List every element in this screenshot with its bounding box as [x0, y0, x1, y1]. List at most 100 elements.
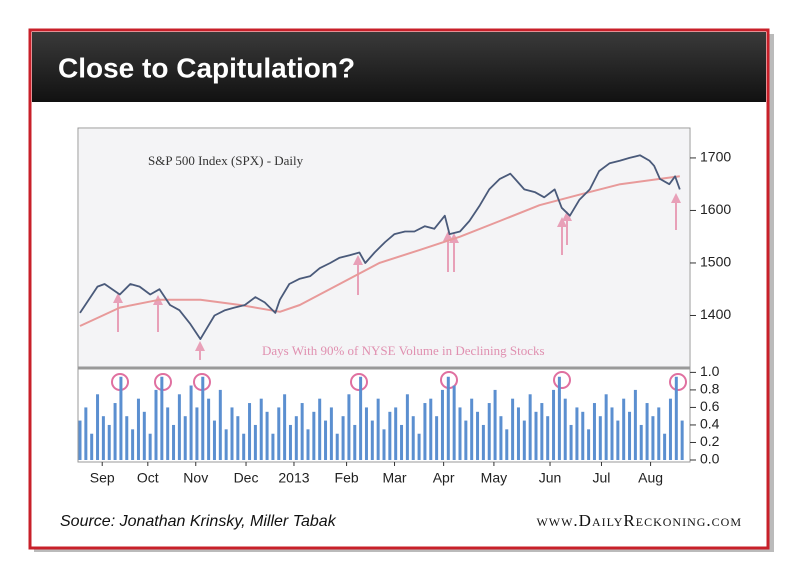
y-tick-label: 1700 — [700, 149, 731, 165]
bar — [300, 403, 304, 460]
bar — [481, 424, 485, 460]
bar — [230, 407, 234, 460]
bar — [534, 411, 538, 460]
bar — [476, 411, 480, 460]
bar — [236, 416, 240, 460]
bar — [271, 433, 275, 460]
y-tick-label: 0.4 — [700, 416, 720, 432]
x-tick-label: Nov — [183, 470, 208, 486]
annotation: Days With 90% of NYSE Volume in Declinin… — [262, 343, 545, 358]
bar — [668, 398, 672, 460]
bar — [265, 411, 269, 460]
bar — [160, 376, 164, 460]
bar — [119, 376, 123, 460]
bar — [283, 394, 287, 460]
bar — [405, 394, 409, 460]
arrows — [113, 193, 681, 360]
x-tick-label: Mar — [382, 470, 406, 486]
bar — [663, 433, 667, 460]
bar — [639, 424, 643, 460]
website: www.DailyReckoning.com — [536, 511, 742, 530]
bar — [183, 416, 187, 460]
bar — [645, 403, 649, 460]
bar — [458, 407, 462, 460]
bar — [528, 394, 532, 460]
bar — [359, 376, 363, 460]
bar — [610, 407, 614, 460]
bar — [522, 420, 526, 460]
bar — [464, 420, 468, 460]
x-tick-label: Jun — [539, 470, 562, 486]
bar — [423, 403, 427, 460]
bar — [598, 416, 602, 460]
y-tick-label: 1600 — [700, 201, 731, 217]
bar — [552, 389, 556, 460]
bar — [680, 420, 684, 460]
bar — [84, 407, 88, 460]
bar — [148, 433, 152, 460]
moving-average — [79, 175, 680, 327]
bar — [370, 420, 374, 460]
price-panel — [79, 129, 689, 367]
y-tick-label: 0.8 — [700, 381, 720, 397]
bar — [592, 403, 596, 460]
bar — [195, 407, 199, 460]
y-tick-label: 1.0 — [700, 363, 720, 379]
bar — [218, 389, 222, 460]
bar — [364, 407, 368, 460]
header — [32, 32, 766, 102]
x-tick-label: Dec — [234, 470, 259, 486]
bar — [633, 389, 637, 460]
bar — [113, 403, 117, 460]
bar — [306, 429, 310, 460]
x-tick-label: May — [481, 470, 507, 486]
bar — [651, 416, 655, 460]
bar — [335, 433, 339, 460]
bar — [288, 424, 292, 460]
bar — [107, 424, 111, 460]
bar — [78, 420, 82, 460]
bar — [96, 394, 100, 460]
bar — [388, 411, 392, 460]
price — [79, 154, 681, 340]
bar — [557, 376, 561, 460]
bar — [347, 394, 351, 460]
bar — [440, 389, 444, 460]
bar — [674, 376, 678, 460]
source: Source: Jonathan Krinsky, Miller Tabak — [60, 513, 337, 530]
bar — [224, 429, 228, 460]
bar — [411, 416, 415, 460]
bar — [435, 416, 439, 460]
bar — [487, 403, 491, 460]
bar — [189, 385, 193, 460]
x-tick-label: Feb — [335, 470, 359, 486]
bar — [353, 424, 357, 460]
bar — [505, 429, 509, 460]
x-tick-label: Jul — [593, 470, 611, 486]
bar — [563, 398, 567, 460]
bar — [628, 411, 632, 460]
bar — [516, 407, 520, 460]
bar — [575, 407, 579, 460]
bar — [587, 429, 591, 460]
bar — [154, 389, 158, 460]
bar — [429, 398, 433, 460]
bar — [101, 416, 105, 460]
bar — [212, 420, 216, 460]
x-tick-label: Apr — [433, 470, 455, 486]
x-tick-label: Aug — [638, 470, 663, 486]
y-tick-label: 0.2 — [700, 433, 720, 449]
bar — [166, 407, 170, 460]
bar — [177, 394, 181, 460]
bar — [446, 376, 450, 460]
bar — [259, 398, 263, 460]
bar — [400, 424, 404, 460]
y-tick-label: 1400 — [700, 306, 731, 322]
bar — [382, 429, 386, 460]
bar — [324, 420, 328, 460]
bar — [242, 433, 246, 460]
bar — [201, 376, 205, 460]
x-tick-label: 2013 — [278, 470, 309, 486]
x-tick-label: Oct — [137, 470, 159, 486]
bar — [125, 416, 129, 460]
